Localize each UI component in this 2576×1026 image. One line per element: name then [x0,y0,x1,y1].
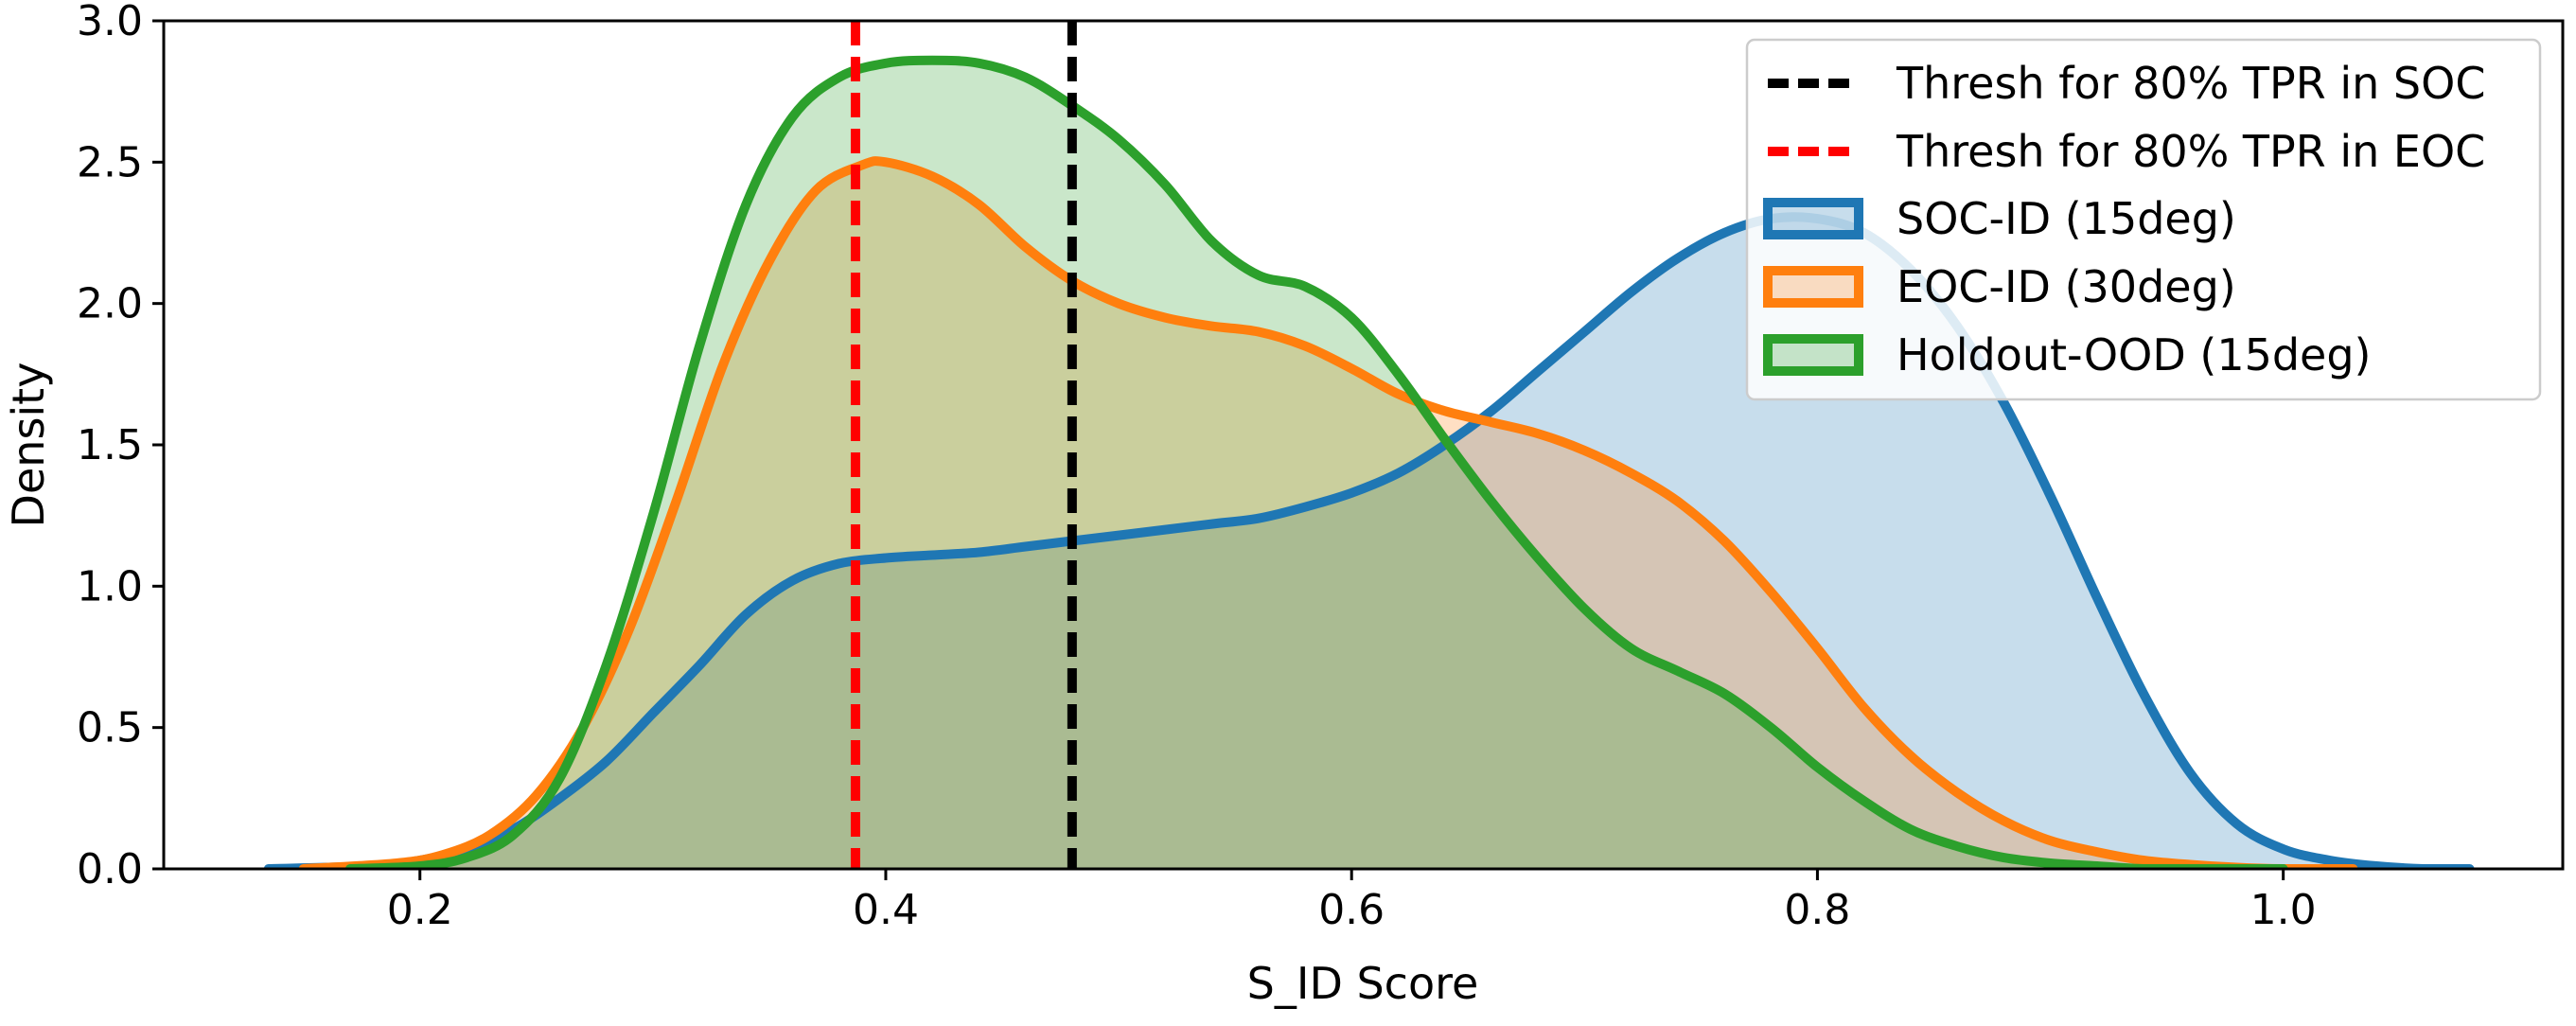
legend-frame [1745,38,2542,401]
x-axis-label: S_ID Score [1247,958,1479,1009]
line-soc-id-15deg [263,212,2475,869]
y-tick-label: 1.0 [77,562,143,610]
x-tick-label: 0.8 [1784,886,1850,934]
x-tick-label: 1.0 [2250,886,2317,934]
y-tick-label: 3.0 [77,0,143,45]
y-axis-label: Density [3,363,54,528]
y-tick-label: 2.0 [77,280,143,328]
y-axis-ticks: 0.0 0.5 1.0 1.5 2.0 2.5 3.0 [77,0,164,893]
legend-swatch-eoc-id [1763,266,1863,308]
area-eoc-id-30deg [303,161,2354,869]
x-tick-label: 0.2 [387,886,453,934]
legend-swatch-soc-id [1763,198,1863,239]
legend-label-eoc-threshold: Thresh for 80% TPR in EOC [1896,126,2485,177]
legend-label-soc-id: SOC-ID (15deg) [1897,193,2236,244]
density-areas [268,60,2470,869]
line-eoc-id-30deg [298,156,2358,869]
area-holdout-ood-15deg [349,60,2284,869]
x-tick-label: 0.6 [1318,886,1385,934]
legend-label-eoc-id: EOC-ID (30deg) [1897,261,2236,312]
legend-label-soc-threshold: Thresh for 80% TPR in SOC [1896,58,2485,109]
x-tick-label: 0.4 [853,886,919,934]
legend-label-holdout-ood: Holdout-OOD (15deg) [1897,329,2372,380]
threshold-lines [850,21,1077,869]
y-tick-label: 0.5 [77,704,143,752]
y-tick-label: 2.5 [77,138,143,186]
x-axis-ticks: 0.2 0.4 0.6 0.8 1.0 [387,869,2317,934]
legend-swatch-holdout-ood [1763,334,1863,376]
y-tick-label: 0.0 [77,845,143,893]
density-lines [263,55,2475,869]
legend: Thresh for 80% TPR in SOC Thresh for 80%… [1745,38,2542,401]
line-holdout-ood-15deg [344,55,2288,869]
y-tick-label: 1.5 [77,421,143,469]
